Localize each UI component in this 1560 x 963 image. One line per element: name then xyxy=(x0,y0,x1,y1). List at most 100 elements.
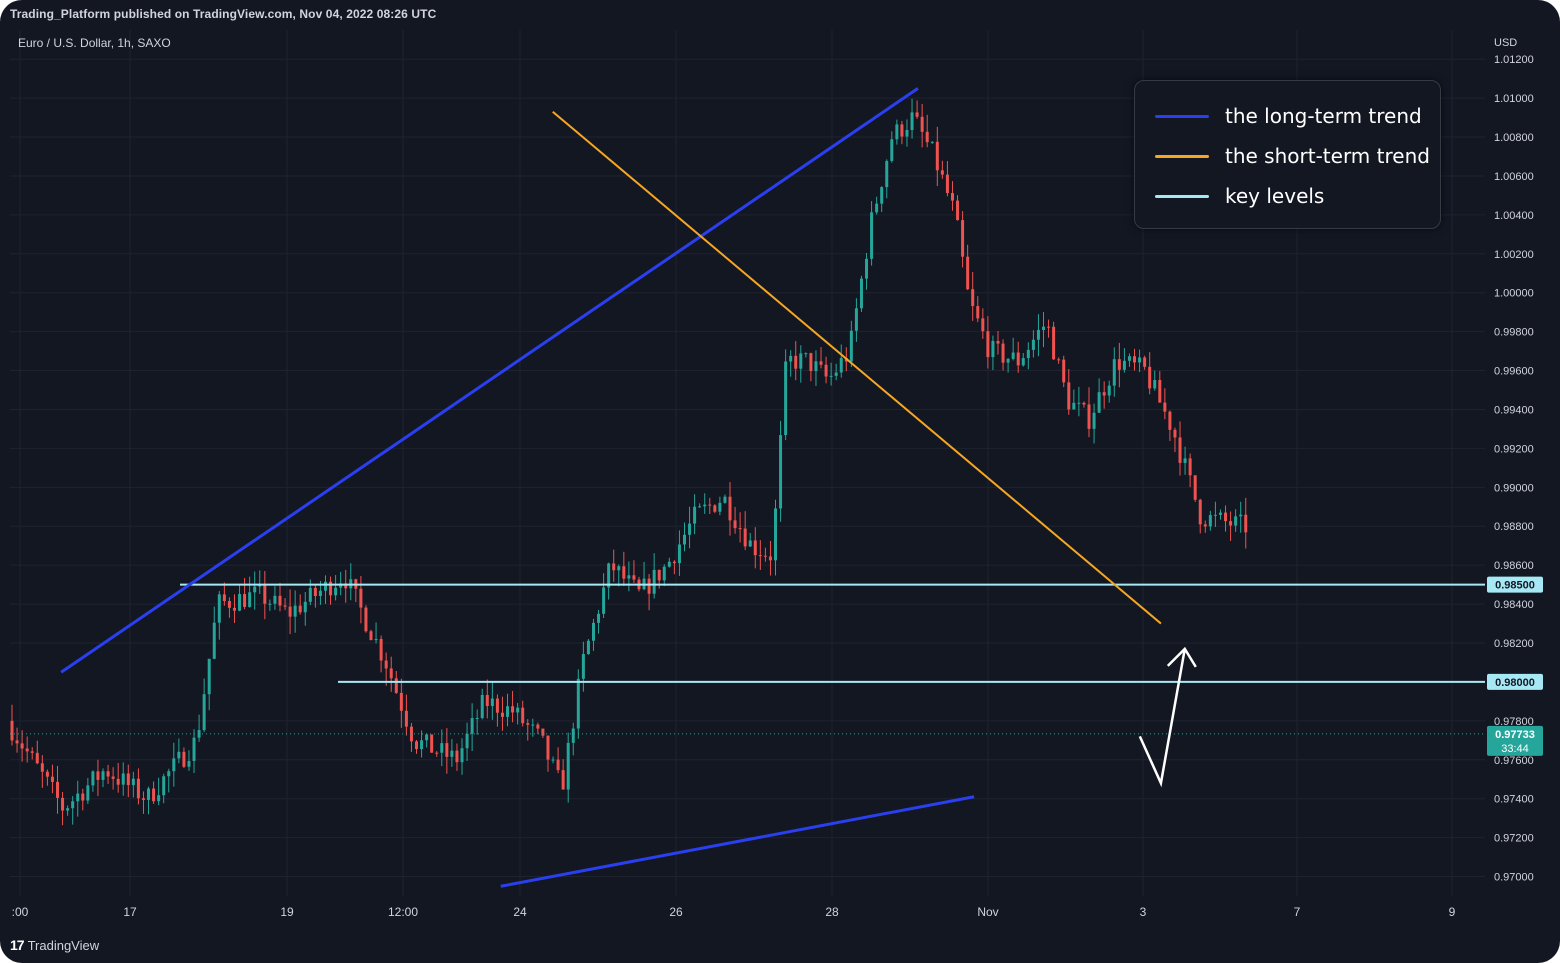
candle-body xyxy=(622,566,626,579)
candle-body xyxy=(116,778,120,785)
candle-body xyxy=(733,520,737,529)
candle-body xyxy=(490,698,494,707)
chart-grid xyxy=(10,30,1485,896)
candle-body xyxy=(1239,514,1243,517)
time-axis: :00 17 19 12:00 24 26 28 Nov 3 7 9 xyxy=(12,905,1456,919)
candle-body xyxy=(1062,359,1066,383)
candle-body xyxy=(435,752,439,754)
last-price-tag xyxy=(1487,725,1543,756)
candle-countdown: 33:44 xyxy=(1501,743,1529,755)
candle-body xyxy=(415,741,419,750)
candle-body xyxy=(187,760,191,767)
candle-body xyxy=(814,361,818,372)
candle-body xyxy=(591,622,595,641)
candle-body xyxy=(141,798,145,800)
candle-body xyxy=(475,718,479,720)
candle-body xyxy=(313,587,317,596)
candle-body xyxy=(374,639,378,641)
candle-body xyxy=(602,587,606,614)
candle-body xyxy=(1234,516,1238,526)
candle-body xyxy=(465,733,469,749)
candle-body xyxy=(632,575,636,580)
candle-body xyxy=(738,528,742,530)
candle-body xyxy=(243,594,247,607)
candle-body xyxy=(192,737,196,761)
candle-body xyxy=(1193,475,1197,500)
candle-body xyxy=(227,601,231,608)
legend-label: the long-term trend xyxy=(1225,104,1422,128)
candle-body xyxy=(394,678,398,693)
candle-body xyxy=(1077,402,1081,404)
candle-body xyxy=(1001,343,1005,363)
currency-label: USD xyxy=(1494,37,1517,49)
candle-body xyxy=(334,587,338,596)
candle-body xyxy=(232,607,236,611)
candle-body xyxy=(607,563,611,588)
candle-body xyxy=(703,504,707,507)
candle-body xyxy=(652,569,656,594)
candle-body xyxy=(718,502,722,512)
legend: the long-term trend the short-term trend… xyxy=(1134,80,1441,229)
candle-body xyxy=(1188,458,1192,476)
candle-body xyxy=(126,773,130,786)
candle-body xyxy=(1117,359,1121,370)
candle-body xyxy=(399,692,403,711)
candle-body xyxy=(991,340,995,358)
candle-body xyxy=(1173,429,1177,438)
candle-body xyxy=(15,740,19,744)
candle-body xyxy=(981,318,985,332)
candle-body xyxy=(172,758,176,772)
time-tick-label: 19 xyxy=(280,905,294,919)
price-tick-label: 0.98600 xyxy=(1494,560,1534,572)
footer-brand[interactable]: 17 TradingView xyxy=(10,934,99,956)
candle-body xyxy=(1203,524,1207,527)
candle-body xyxy=(556,759,560,771)
candle-body xyxy=(1011,352,1015,359)
legend-label: the short-term trend xyxy=(1225,144,1430,168)
candle-body xyxy=(1183,458,1187,463)
candle-body xyxy=(420,740,424,750)
time-tick-label: 12:00 xyxy=(388,905,418,919)
candle-body xyxy=(1067,382,1071,410)
candle-body xyxy=(971,289,975,307)
price-tick-label: 0.98200 xyxy=(1494,638,1534,650)
key-level-tag xyxy=(1487,673,1543,690)
candle-body xyxy=(1168,411,1172,430)
candle-body xyxy=(617,566,621,571)
candle-body xyxy=(905,130,909,137)
candle-body xyxy=(470,718,474,734)
price-chart[interactable]: USD 1.01200 1.01000 1.00800 1.00600 1.00400 1.… xyxy=(0,28,1560,928)
candle-body xyxy=(774,508,778,561)
candle-body xyxy=(1218,512,1222,515)
candle-body xyxy=(288,606,292,617)
candle-body xyxy=(425,734,429,741)
candle-body xyxy=(450,750,454,757)
short-trend-line xyxy=(552,110,1162,625)
candle-body xyxy=(10,720,14,741)
candle-body xyxy=(915,112,919,117)
candle-body xyxy=(612,563,616,571)
candle-body xyxy=(293,605,297,617)
candle-body xyxy=(728,496,732,521)
candle-body xyxy=(445,743,449,757)
candle-body xyxy=(359,588,363,608)
candle-body xyxy=(713,505,717,512)
time-tick-label: 17 xyxy=(123,905,137,919)
candle-body xyxy=(40,763,44,772)
candle-body xyxy=(71,801,75,809)
legend-swatch xyxy=(1155,154,1209,158)
key-level-value: 0.98500 xyxy=(1495,580,1535,592)
candle-body xyxy=(440,743,444,753)
candle-body xyxy=(455,750,459,763)
candle-body xyxy=(925,131,929,143)
last-price-value: 0.97733 xyxy=(1495,729,1535,741)
price-tick-label: 0.99000 xyxy=(1494,482,1534,494)
candle-body xyxy=(824,364,828,377)
price-tick-label: 0.97600 xyxy=(1494,755,1534,767)
candle-body xyxy=(910,112,914,131)
candle-body xyxy=(101,771,105,780)
time-tick-label: 24 xyxy=(513,905,527,919)
candle-body xyxy=(136,778,140,799)
candle-body xyxy=(1153,379,1157,389)
